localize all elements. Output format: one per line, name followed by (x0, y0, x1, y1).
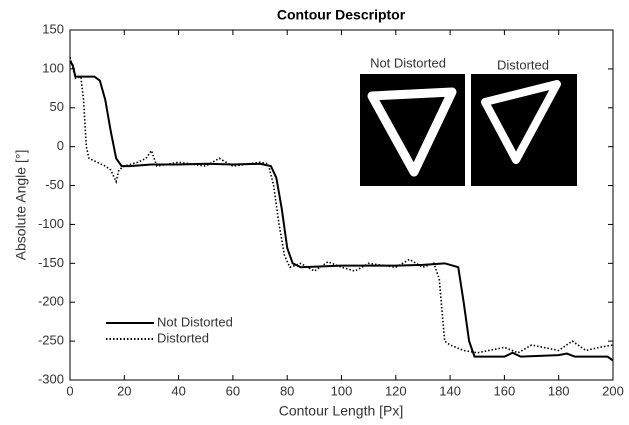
y-tick-label: -250 (38, 333, 64, 348)
y-tick-label: 50 (50, 99, 64, 114)
x-tick-label: 40 (171, 383, 185, 398)
y-tick-label: -50 (45, 177, 64, 192)
y-tick-label: -150 (38, 255, 64, 270)
triangle-shape (367, 87, 457, 177)
x-tick-label: 100 (331, 383, 353, 398)
x-tick-label: 140 (439, 383, 461, 398)
y-tick-label: -200 (38, 294, 64, 309)
data-line (69, 57, 614, 354)
triangle-shape (481, 80, 561, 164)
legend-label: Distorted (157, 330, 209, 345)
x-tick-label: 120 (385, 383, 407, 398)
chart-title: Contour Descriptor (277, 7, 406, 23)
y-tick-label: -300 (38, 371, 64, 386)
inset-images: Not Distorted Distorted (360, 55, 577, 186)
x-tick-label: 0 (66, 383, 73, 398)
y-axis-label: Absolute Angle [°] (13, 150, 29, 261)
legend-label: Not Distorted (157, 314, 233, 329)
x-axis-label: Contour Length [Px] (279, 403, 404, 419)
x-tick-label: 200 (602, 383, 624, 398)
x-tick-label: 160 (494, 383, 516, 398)
inset-label: Not Distorted (370, 55, 446, 70)
inset-label: Distorted (497, 57, 549, 72)
y-tick-label: -100 (38, 216, 64, 231)
y-tick-label: 0 (57, 138, 64, 153)
data-line (69, 60, 614, 362)
x-tick-label: 80 (280, 383, 294, 398)
y-tick-label: 100 (42, 60, 64, 75)
x-tick-label: 180 (548, 383, 570, 398)
y-tick-label: 150 (42, 21, 64, 36)
x-tick-label: 20 (117, 383, 131, 398)
x-tick-label: 60 (226, 383, 240, 398)
